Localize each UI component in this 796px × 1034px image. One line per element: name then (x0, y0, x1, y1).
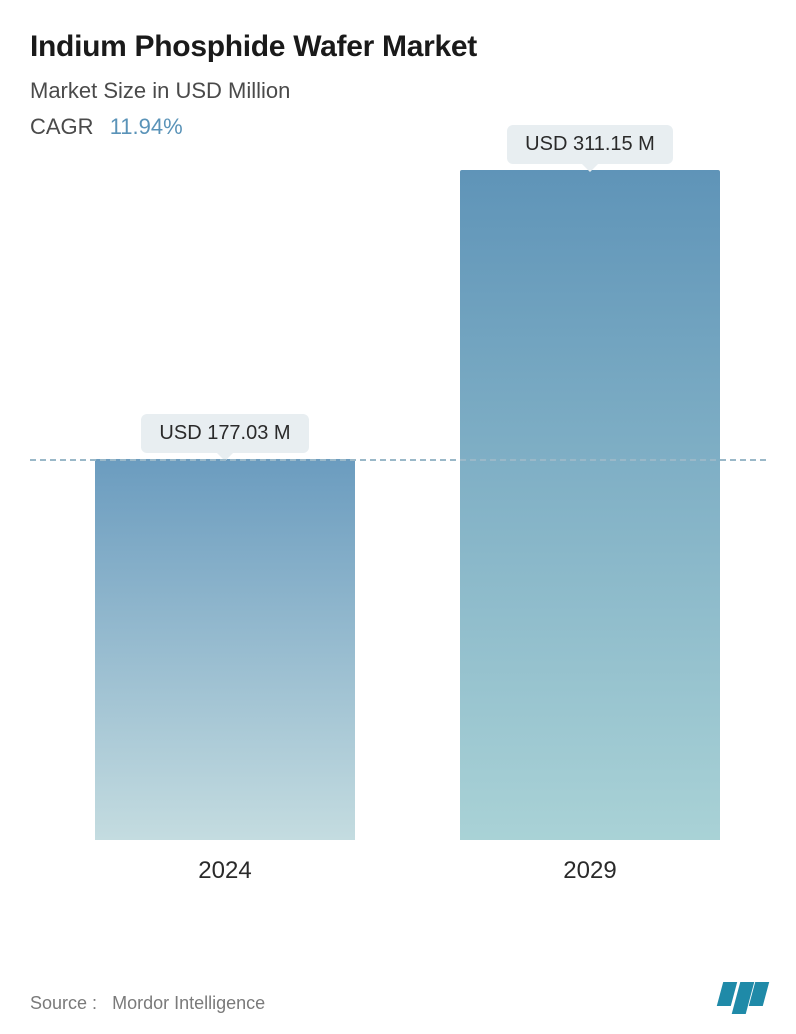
source-label: Source : (30, 993, 97, 1013)
chart-area: USD 177.03 M 2024 USD 311.15 M 2029 (30, 170, 766, 890)
bar-2024 (95, 459, 355, 840)
value-badge-2024: USD 177.03 M (141, 414, 308, 453)
logo-icon (720, 982, 766, 1014)
footer: Source : Mordor Intelligence (30, 982, 766, 1014)
year-label-2024: 2024 (95, 857, 355, 885)
reference-line (30, 459, 766, 461)
bar-2024-container: USD 177.03 M (95, 414, 355, 840)
value-badge-2029: USD 311.15 M (507, 125, 673, 164)
chart-title: Indium Phosphide Wafer Market (30, 30, 766, 64)
chart-subtitle: Market Size in USD Million (30, 78, 766, 104)
cagr-label: CAGR (30, 114, 94, 139)
bar-2029 (460, 170, 720, 840)
source-name: Mordor Intelligence (112, 993, 265, 1013)
source-text: Source : Mordor Intelligence (30, 993, 265, 1014)
bar-2029-container: USD 311.15 M (460, 125, 720, 840)
cagr-value: 11.94% (110, 114, 183, 139)
year-label-2029: 2029 (460, 857, 720, 885)
